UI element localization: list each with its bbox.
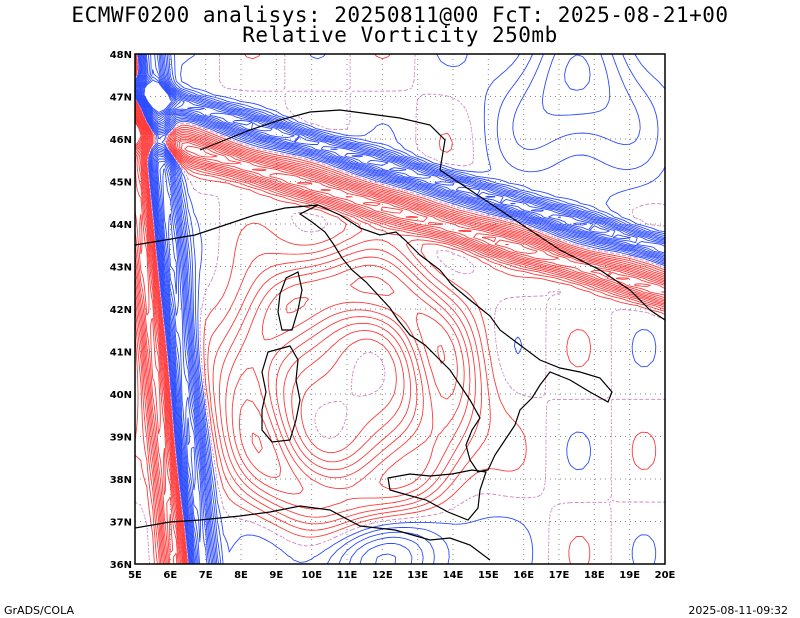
balkan-coastline — [439, 169, 665, 321]
lon-tick-label: 6E — [163, 570, 177, 581]
negative-contour — [140, 54, 610, 564]
lon-tick-label: 17E — [549, 570, 570, 581]
negative-contour — [135, 54, 665, 564]
coastline-borders — [135, 109, 665, 561]
lat-tick-label: 43N — [110, 263, 132, 274]
lon-tick-label: 11E — [337, 570, 358, 581]
negative-contour — [142, 76, 174, 115]
corsica-coastline — [277, 271, 303, 331]
chart-title: ECMWF0200 analisys: 20250811@00 FcT: 202… — [71, 3, 729, 27]
positive-contour — [135, 105, 665, 564]
lat-tick-label: 47N — [110, 93, 132, 104]
sardinia-coastline — [261, 345, 301, 443]
lon-tick-label: 7E — [199, 570, 213, 581]
lon-tick-label: 14E — [443, 570, 464, 581]
lat-tick-label: 41N — [110, 348, 132, 359]
negative-contour — [137, 54, 665, 564]
sicily-coastline — [387, 469, 487, 521]
lat-tick-label: 46N — [110, 135, 132, 146]
negative-contour — [135, 54, 665, 564]
west-coastline — [135, 204, 319, 246]
positive-contour — [135, 108, 665, 564]
lon-tick-label: 9E — [269, 570, 283, 581]
negative-contour — [136, 54, 665, 564]
positive-contour — [135, 110, 665, 564]
lon-tick-label: 12E — [372, 570, 393, 581]
lat-tick-label: 45N — [110, 178, 132, 189]
lon-tick-label: 13E — [407, 570, 428, 581]
footer-timestamp: 2025-08-11-09:32 — [688, 604, 788, 617]
lon-tick-label: 15E — [478, 570, 499, 581]
positive-contour — [135, 65, 665, 564]
negative-contour — [142, 69, 196, 491]
negative-contour — [143, 79, 173, 113]
lon-tick-label: 8E — [234, 570, 248, 581]
negative-contour — [135, 54, 665, 564]
lon-tick-label: 18E — [584, 570, 605, 581]
positive-contour — [135, 112, 665, 564]
lon-tick-label: 10E — [301, 570, 322, 581]
italy-coastline — [298, 204, 613, 473]
lat-tick-label: 42N — [110, 305, 132, 316]
positive-contour — [135, 107, 665, 564]
footer-software-label: GrADS/COLA — [4, 604, 74, 617]
lon-tick-label: 19E — [619, 570, 640, 581]
lon-tick-label: 20E — [655, 570, 676, 581]
zero-contour — [135, 54, 665, 564]
lat-tick-label: 48N — [110, 50, 132, 61]
lat-tick-label: 36N — [110, 560, 132, 571]
lat-tick-label: 37N — [110, 518, 132, 529]
negative-vorticity-contours — [135, 54, 665, 564]
negative-contour — [137, 54, 665, 564]
lat-tick-label: 38N — [110, 475, 132, 486]
positive-contour — [135, 114, 665, 564]
negative-contour — [141, 54, 588, 543]
positive-contour — [135, 104, 665, 564]
positive-contour — [135, 115, 665, 564]
plot-frame — [134, 53, 666, 565]
negative-contour — [138, 54, 665, 564]
lon-tick-label: 16E — [513, 570, 534, 581]
positive-contour — [135, 121, 142, 146]
lat-tick-label: 39N — [110, 433, 132, 444]
lat-tick-label: 44N — [110, 220, 132, 231]
negative-contour — [139, 54, 665, 564]
alpine-borders — [199, 109, 446, 171]
positive-contour — [135, 120, 143, 148]
lon-tick-label: 5E — [128, 570, 142, 581]
positive-contour — [135, 54, 665, 564]
negative-contour — [135, 54, 665, 564]
lat-tick-label: 40N — [110, 390, 132, 401]
chart-subtitle: Relative Vorticity 250mb — [242, 23, 558, 47]
north-africa-coastline — [135, 505, 491, 561]
negative-contour — [135, 54, 665, 564]
positive-contour — [135, 54, 665, 564]
positive-contour — [135, 118, 144, 150]
